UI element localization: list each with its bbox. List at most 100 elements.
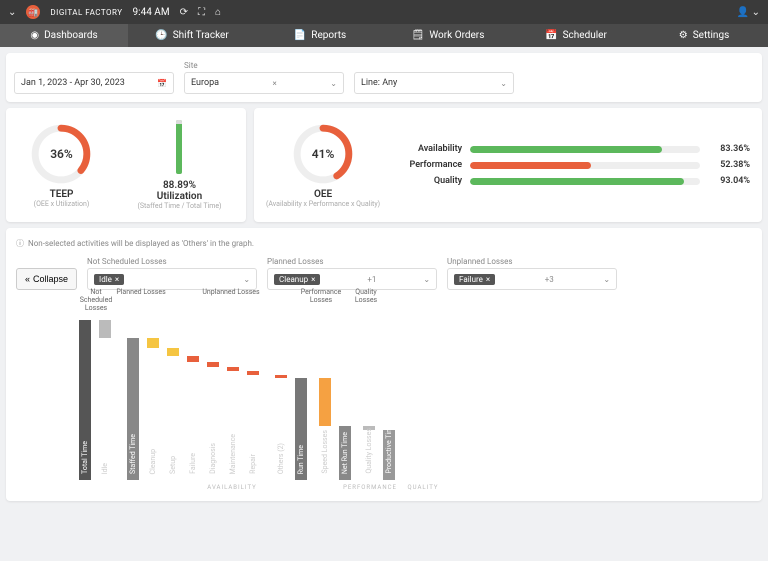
- oee-card: 41% OEE (Availability x Performance x Qu…: [254, 108, 762, 222]
- tab-reports[interactable]: 📄Reports: [256, 24, 384, 47]
- nav-tabs: ◉Dashboards🕒Shift Tracker📄Reports🗒Work O…: [0, 24, 768, 47]
- chevron-down-icon[interactable]: ⌄: [8, 7, 16, 18]
- utilization-pct: 88.89%: [137, 180, 221, 191]
- info-text: ⓘ Non-selected activities will be displa…: [16, 238, 752, 249]
- waterfall-bar-label: Failure: [189, 453, 197, 478]
- line-select[interactable]: Line: Any ⌄: [354, 72, 514, 94]
- settings-icon: ⚙: [679, 30, 688, 41]
- waterfall-bar-label: Productive Time: [385, 423, 393, 478]
- waterfall-bar-label: Staffed Time: [129, 434, 137, 478]
- utilization-gauge: 88.89% Utilization (Staffed Time / Total…: [137, 120, 221, 210]
- waterfall-bar: Staffed Time: [124, 320, 142, 480]
- metric-value: 93.04%: [708, 176, 750, 186]
- teep-gauge: 36% TEEP (OEE x Utilization): [30, 123, 92, 208]
- metric-label: Quality: [400, 176, 462, 186]
- waterfall-bar: Diagnosis: [204, 320, 222, 480]
- loss-select[interactable]: Idle ×⌄: [87, 268, 257, 290]
- losses-filters: « Collapse Not Scheduled LossesIdle ×⌄Pl…: [16, 257, 752, 290]
- info-icon: ⓘ: [16, 238, 24, 249]
- scheduler-icon: 📅: [545, 30, 557, 41]
- refresh-icon[interactable]: ⟳: [180, 7, 188, 18]
- brand-name: DIGITAL FACTORY: [50, 8, 122, 17]
- date-range-value: Jan 1, 2023 - Apr 30, 2023: [21, 78, 125, 88]
- teep-pct: 36%: [50, 147, 73, 161]
- metric-quality: Quality 93.04%: [400, 176, 750, 186]
- tab-shift-tracker[interactable]: 🕒Shift Tracker: [128, 24, 256, 47]
- waterfall-bar-label: Diagnosis: [209, 443, 217, 478]
- utilization-title: Utilization: [137, 191, 221, 202]
- filter-bar: Jan 1, 2023 - Apr 30, 2023 📅 Site Europa…: [6, 53, 762, 102]
- brand-logo-icon: 🏭: [26, 5, 40, 19]
- utilization-sub: (Staffed Time / Total Time): [137, 202, 221, 210]
- waterfall-chart: Total Time Idle Staffed Time Cleanup Setup Fa…: [16, 300, 752, 480]
- tab-work-orders[interactable]: 🗒Work Orders: [384, 24, 512, 47]
- oee-metrics: Availability83.36% Performance52.38% Quali…: [400, 144, 750, 186]
- waterfall-bar-label: Run Time: [297, 445, 305, 478]
- waterfall-bar: Quality Losses: [360, 320, 378, 480]
- waterfall-bar: Repair: [244, 320, 262, 480]
- site-label: Site: [184, 61, 344, 70]
- clock-time: 9:44 AM: [133, 7, 170, 18]
- loss-group-label: Unplanned Losses: [447, 257, 617, 266]
- metric-availability: Availability83.36%: [400, 144, 750, 154]
- metric-performance: Performance52.38%: [400, 160, 750, 170]
- chip-close-icon[interactable]: ×: [115, 275, 119, 284]
- waterfall-bar: Idle: [96, 320, 114, 480]
- waterfall-bar-label: Total Time: [81, 441, 89, 478]
- waterfall-bar: Failure: [184, 320, 202, 480]
- waterfall-bar: Speed Losses: [316, 320, 334, 480]
- user-icon[interactable]: 👤 ⌄: [737, 7, 760, 18]
- loss-select[interactable]: Cleanup ×+1⌄: [267, 268, 437, 290]
- loss-chip: Cleanup ×: [274, 274, 320, 285]
- chevron-down-icon: ⌄: [243, 275, 250, 284]
- shift-tracker-icon: 🕒: [155, 30, 167, 41]
- chip-close-icon[interactable]: ×: [486, 275, 490, 284]
- utilization-bar: [176, 120, 182, 174]
- waterfall-bar: Others (2): [272, 320, 290, 480]
- date-range-input[interactable]: Jan 1, 2023 - Apr 30, 2023 📅: [14, 72, 174, 94]
- waterfall-bar: Net Run Time: [336, 320, 354, 480]
- waterfall-bar: Run Time: [292, 320, 310, 480]
- waterfall-bar-label: Maintenance: [229, 434, 237, 478]
- fullscreen-icon[interactable]: ⛶: [198, 7, 205, 18]
- tab-settings[interactable]: ⚙Settings: [640, 24, 768, 47]
- waterfall-bar-label: Setup: [169, 456, 177, 478]
- site-select[interactable]: Europa × ⌄: [184, 72, 344, 94]
- tab-scheduler[interactable]: 📅Scheduler: [512, 24, 640, 47]
- topbar: ⌄ 🏭 DIGITAL FACTORY 9:44 AM ⟳ ⛶ ⌂ 👤 ⌄: [0, 0, 768, 24]
- kpi-cards-row: 36% TEEP (OEE x Utilization) 88.89% Util…: [6, 108, 762, 222]
- waterfall-bar: Maintenance: [224, 320, 242, 480]
- metric-value: 83.36%: [708, 144, 750, 154]
- oee-pct: 41%: [312, 147, 335, 161]
- tab-dashboards[interactable]: ◉Dashboards: [0, 24, 128, 47]
- waterfall-bar-label: Quality Losses: [365, 428, 373, 478]
- waterfall-bar: Setup: [164, 320, 182, 480]
- loss-select[interactable]: Failure ×+3⌄: [447, 268, 617, 290]
- teep-card: 36% TEEP (OEE x Utilization) 88.89% Util…: [6, 108, 246, 222]
- calendar-icon: 📅: [157, 79, 167, 88]
- collapse-icon: «: [25, 274, 30, 284]
- metric-bar: [470, 146, 700, 153]
- metric-bar: [470, 178, 700, 185]
- oee-gauge: 41% OEE (Availability x Performance x Qu…: [266, 123, 380, 208]
- chevron-down-icon: ⌄: [500, 79, 507, 88]
- waterfall-bar: Cleanup: [144, 320, 162, 480]
- home-icon[interactable]: ⌂: [215, 7, 221, 18]
- line-value: Line: Any: [361, 78, 397, 88]
- clear-icon[interactable]: ×: [273, 79, 277, 88]
- chevron-down-icon: ⌄: [423, 275, 430, 284]
- chip-close-icon[interactable]: ×: [311, 275, 315, 284]
- line-label: [354, 61, 514, 70]
- teep-sub: (OEE x Utilization): [30, 200, 92, 208]
- metric-bar: [470, 162, 700, 169]
- reports-icon: 📄: [294, 30, 306, 41]
- waterfall-bar-label: Idle: [101, 463, 109, 478]
- collapse-button[interactable]: « Collapse: [16, 268, 77, 290]
- waterfall-bar-label: Net Run Time: [341, 432, 349, 478]
- waterfall-bar: Productive Time: [380, 320, 398, 480]
- dashboards-icon: ◉: [30, 30, 39, 41]
- losses-card: ⓘ Non-selected activities will be displa…: [6, 228, 762, 501]
- teep-title: TEEP: [30, 189, 92, 200]
- oee-sub: (Availability x Performance x Quality): [266, 200, 380, 208]
- waterfall-bar: Total Time: [76, 320, 94, 480]
